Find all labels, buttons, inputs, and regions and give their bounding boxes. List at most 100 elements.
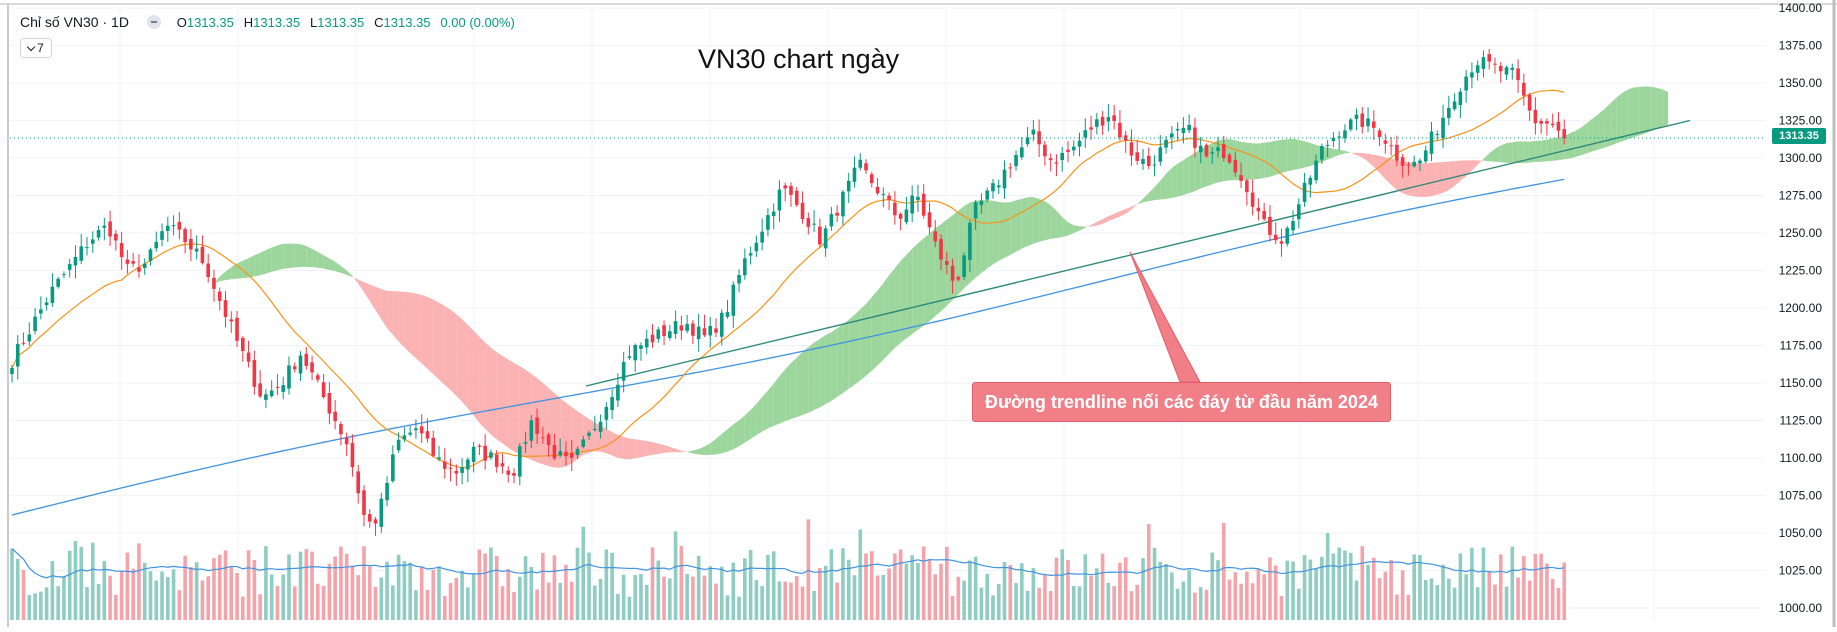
candle-body	[668, 331, 672, 338]
cloud-segment	[1518, 141, 1524, 163]
cloud-segment	[398, 291, 405, 348]
candle-body	[264, 394, 268, 400]
candle-body	[1141, 159, 1145, 164]
volume-bar	[991, 595, 995, 620]
candle-body	[564, 451, 568, 457]
volume-bar	[96, 583, 101, 620]
ohlc-legend: Chỉ số VN30 · 1D O1313.35 H1313.35 L1313…	[20, 14, 521, 30]
cloud-segment	[346, 270, 353, 277]
volume-bar	[1043, 574, 1047, 620]
volume-bar	[1193, 592, 1197, 620]
volume-bar	[945, 546, 949, 620]
volume-bar	[1095, 568, 1099, 620]
cloud-segment	[606, 428, 613, 456]
cloud-segment	[1027, 197, 1034, 247]
volume-bar	[1320, 556, 1324, 620]
close-key: C	[374, 15, 384, 30]
candle-body	[1343, 130, 1347, 139]
volume-bar	[114, 594, 118, 620]
volume-bar	[67, 550, 72, 620]
volume-bar	[725, 595, 730, 620]
cloud-segment	[658, 443, 665, 455]
cloud-segment	[992, 200, 999, 265]
cloud-segment	[981, 199, 988, 273]
cloud-segment	[710, 438, 716, 455]
indicators-toggle-button[interactable]: 7	[20, 38, 52, 58]
volume-bar	[685, 573, 689, 620]
cloud-segment	[808, 342, 815, 413]
cloud-segment	[929, 228, 936, 322]
cloud-segment	[542, 382, 549, 467]
candle-body	[1031, 129, 1036, 135]
cloud-segment	[1581, 122, 1588, 156]
eye-icon[interactable]	[146, 15, 161, 29]
volume-bar	[639, 573, 643, 620]
volume-bar	[558, 582, 562, 620]
volume-bar	[489, 547, 493, 620]
volume-bar	[1123, 557, 1128, 620]
volume-bar	[668, 578, 672, 620]
candle-body	[1106, 117, 1111, 122]
cloud-segment	[1114, 211, 1120, 219]
candle-body	[1452, 101, 1457, 110]
volume-bar	[102, 561, 107, 620]
volume-bar	[85, 587, 89, 620]
cloud-segment	[589, 418, 595, 453]
candle-body	[148, 249, 153, 261]
volume-bar	[252, 559, 257, 620]
candle-body	[27, 334, 32, 342]
volume-bar	[985, 573, 989, 620]
candle-body	[1239, 175, 1243, 182]
cloud-segment	[248, 255, 255, 278]
cloud-segment	[1587, 118, 1594, 154]
open-value: 1313.35	[186, 15, 234, 30]
y-tick-label: 1100.00	[1780, 451, 1823, 465]
volume-bar	[927, 559, 932, 620]
candle-body	[1198, 145, 1203, 153]
trendline-annotation[interactable]: Đường trendline nối các đáy từ đầu năm 2…	[972, 382, 1391, 422]
y-tick-label: 1000.00	[1779, 601, 1823, 615]
candle-body	[1285, 228, 1290, 244]
candle-body	[1366, 118, 1370, 127]
cloud-segment	[502, 355, 509, 448]
volume-bar	[1533, 553, 1538, 620]
volume-bar	[1458, 553, 1463, 620]
cloud-segment	[900, 254, 907, 343]
volume-bar	[437, 566, 441, 620]
cloud-segment	[987, 200, 993, 269]
candle-body	[356, 471, 361, 494]
volume-bar	[344, 553, 349, 620]
candle-body	[1262, 210, 1266, 220]
volume-bar	[1539, 553, 1543, 620]
volume-bar	[1331, 553, 1336, 620]
candle-body	[789, 185, 793, 195]
cloud-segment	[958, 206, 965, 295]
volume-bar	[1481, 547, 1486, 620]
candle-body	[864, 163, 868, 171]
volume-bar	[1522, 556, 1526, 620]
cloud-segment	[860, 303, 867, 381]
volume-bar	[1112, 586, 1116, 620]
candle-body	[1550, 123, 1555, 126]
candle-body	[1337, 136, 1341, 138]
cloud-segment	[1598, 108, 1605, 150]
cloud-segment	[1362, 153, 1369, 162]
cloud-segment	[1454, 160, 1461, 186]
symbol-label[interactable]: Chỉ số VN30 · 1D	[20, 14, 129, 30]
volume-bar	[656, 560, 661, 620]
volume-bar	[460, 570, 464, 620]
volume-bar	[1221, 522, 1226, 620]
candle-body	[15, 344, 20, 367]
cloud-segment	[260, 250, 266, 276]
volume-bar	[79, 546, 84, 620]
candle-body	[1441, 117, 1445, 139]
candle-body	[656, 329, 661, 339]
candle-body	[408, 432, 412, 435]
cloud-segment	[1500, 143, 1507, 163]
cloud-segment	[629, 438, 636, 460]
candle-body	[991, 183, 995, 192]
cloud-segment	[802, 347, 809, 415]
volume-bar	[304, 549, 309, 620]
